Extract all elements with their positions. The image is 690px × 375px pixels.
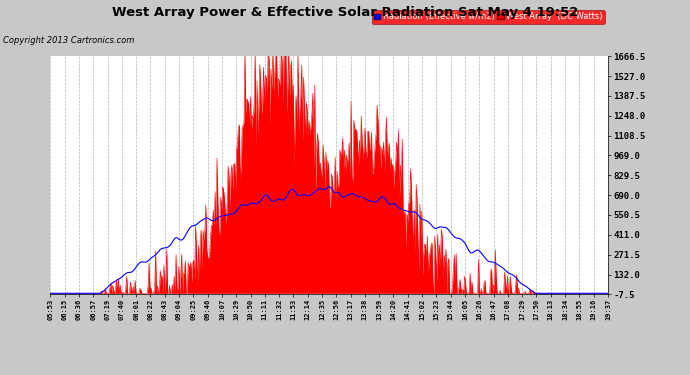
Text: West Array Power & Effective Solar Radiation Sat May 4 19:52: West Array Power & Effective Solar Radia… [112,6,578,19]
Legend: Radiation (Effective w/m2), West Array  (DC Watts): Radiation (Effective w/m2), West Array (… [372,10,605,24]
Text: Copyright 2013 Cartronics.com: Copyright 2013 Cartronics.com [3,36,135,45]
